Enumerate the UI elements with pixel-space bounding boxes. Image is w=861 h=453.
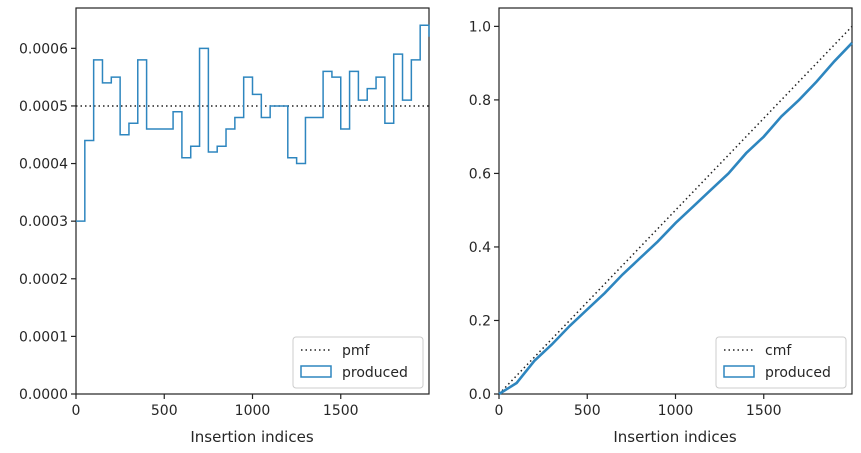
pmf-histogram-panel: 0.0000 0.0001 0.0002 0.0003 0.0004 0.0005 0.00… xyxy=(19,7,430,446)
left-x-tick-label: 1000 xyxy=(235,403,271,419)
left-histogram-bar xyxy=(155,129,164,394)
left-y-tick-label: 0.0002 xyxy=(19,272,68,288)
left-histogram-bar xyxy=(261,117,270,394)
right-produced-line xyxy=(498,42,853,396)
left-y-ticks: 0.0000 0.0001 0.0002 0.0003 0.0004 0.0005 0.00… xyxy=(19,41,76,403)
left-histogram-bar xyxy=(200,48,209,394)
right-y-tick-label: 0.6 xyxy=(469,166,491,182)
left-histogram-bar xyxy=(120,135,129,394)
left-series xyxy=(76,24,430,394)
left-legend: pmf produced xyxy=(292,336,424,389)
right-y-ticks: 0.0 0.2 0.4 0.6 0.8 1.0 xyxy=(469,19,499,403)
left-legend-box xyxy=(292,336,424,389)
right-legend-cmf-label: cmf xyxy=(765,343,792,359)
left-histogram-bar xyxy=(208,152,217,394)
right-y-tick-label: 0.8 xyxy=(469,93,491,109)
left-histogram-bar xyxy=(217,146,226,394)
right-x-tick-label: 500 xyxy=(574,403,601,419)
left-x-tick-label: 0 xyxy=(72,403,81,419)
right-y-tick-label: 0.0 xyxy=(469,387,491,403)
left-y-tick-label: 0.0000 xyxy=(19,387,68,403)
right-legend-produced-swatch xyxy=(723,365,755,378)
right-legend: cmf produced xyxy=(715,336,847,389)
left-legend-produced-swatch xyxy=(300,365,332,378)
left-x-tick-label: 1500 xyxy=(323,403,359,419)
left-histogram-bar xyxy=(138,60,147,394)
right-y-tick-label: 0.2 xyxy=(469,313,491,329)
right-y-tick-label: 0.4 xyxy=(469,240,491,256)
left-histogram-bar xyxy=(253,94,262,394)
right-x-tick-label: 1000 xyxy=(658,403,694,419)
left-legend-pmf-label: pmf xyxy=(342,343,371,359)
right-x-ticks: 0 500 1000 1500 xyxy=(495,394,782,419)
left-histogram-bar xyxy=(94,60,103,394)
plot-area-right xyxy=(498,7,853,395)
right-x-tick-label: 0 xyxy=(495,403,504,419)
left-y-tick-label: 0.0004 xyxy=(19,157,68,173)
right-legend-produced-label: produced xyxy=(765,365,831,381)
left-histogram-bar xyxy=(270,106,279,394)
left-histogram-bar xyxy=(164,129,173,394)
left-x-axis-label: Insertion indices xyxy=(190,428,313,446)
left-histogram-bar xyxy=(191,146,200,394)
left-histogram-bar xyxy=(235,117,244,394)
plot-area-left xyxy=(75,7,430,395)
left-y-tick-label: 0.0003 xyxy=(19,214,68,230)
left-histogram-bar xyxy=(111,77,120,394)
right-x-axis-label: Insertion indices xyxy=(613,428,736,446)
right-legend-box xyxy=(715,336,847,389)
left-histogram-bar xyxy=(129,123,138,394)
left-y-tick-label: 0.0005 xyxy=(19,99,68,115)
left-histogram-bar xyxy=(147,129,156,394)
right-x-tick-label: 1500 xyxy=(746,403,782,419)
left-produced-step-line xyxy=(76,24,430,222)
left-x-ticks: 0 500 1000 1500 xyxy=(72,394,359,419)
left-histogram-bar xyxy=(279,106,288,394)
left-histogram-bar xyxy=(76,221,85,394)
cmf-panel: 0.0 0.2 0.4 0.6 0.8 1.0 0 500 1000 1500 Insertio… xyxy=(469,7,853,446)
left-histogram-bar xyxy=(182,158,191,394)
left-histogram-bar xyxy=(102,83,111,394)
right-series xyxy=(498,25,853,396)
left-legend-produced-label: produced xyxy=(342,365,408,381)
left-y-tick-label: 0.0001 xyxy=(19,329,68,345)
left-histogram-bar xyxy=(226,129,235,394)
left-histogram-bar xyxy=(85,141,94,394)
left-y-tick-label: 0.0006 xyxy=(19,41,68,57)
right-y-tick-label: 1.0 xyxy=(469,19,491,35)
left-histogram-bar xyxy=(244,77,253,394)
left-x-tick-label: 500 xyxy=(151,403,178,419)
left-histogram-bar xyxy=(173,112,182,394)
